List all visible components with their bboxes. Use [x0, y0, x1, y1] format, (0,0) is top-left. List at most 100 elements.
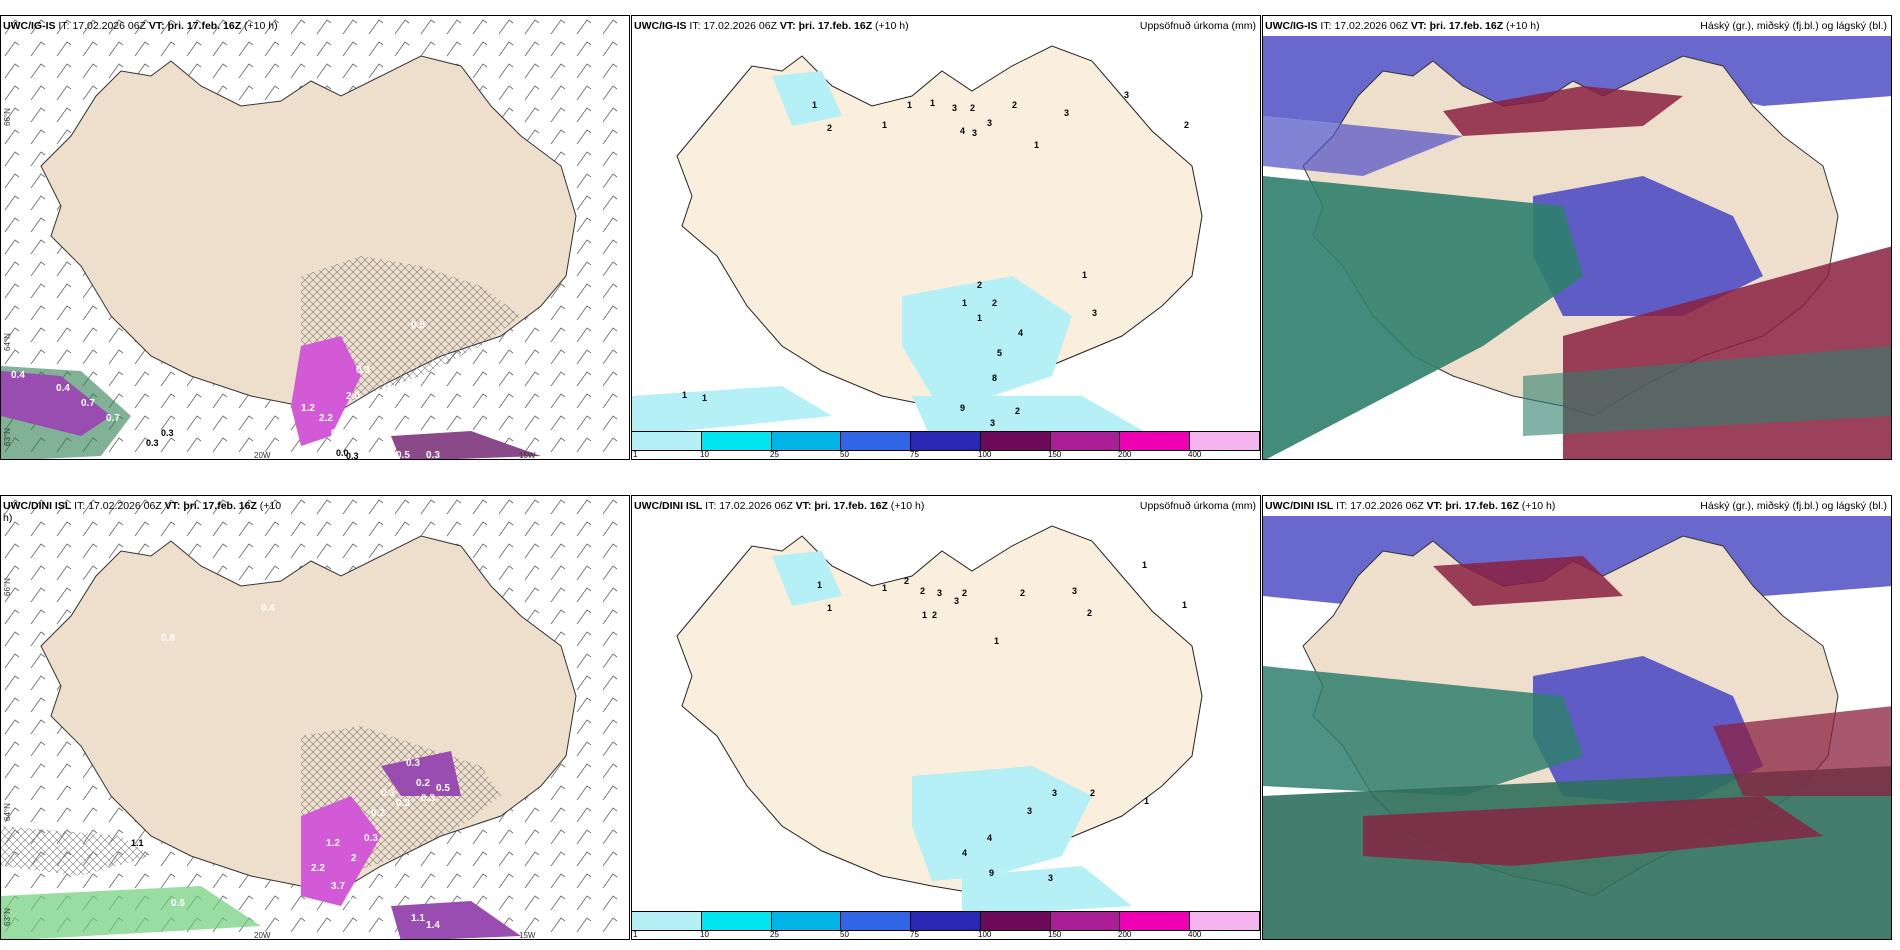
colorbar-label: 1: [633, 450, 638, 459]
colorbar-label: 50: [840, 930, 849, 939]
colorbar-label: 75: [910, 930, 919, 939]
svg-text:1: 1: [1034, 140, 1039, 150]
svg-text:1: 1: [702, 393, 707, 403]
colorbar-label: 200: [1118, 930, 1132, 939]
cloud-low-red: [1443, 86, 1683, 136]
it-label: IT:: [689, 20, 701, 32]
colorbar-segment: [771, 432, 842, 450]
vt-label: VT:: [1410, 20, 1427, 32]
panel-header: UWC/IG-IS IT: 17.02.2026 06Z VT: þri. 17…: [634, 20, 909, 32]
lat-label: 64°N: [3, 333, 12, 351]
svg-text:2.2: 2.2: [319, 413, 333, 424]
colorbar-segment: [701, 432, 772, 450]
svg-text:2: 2: [1184, 120, 1189, 130]
svg-text:0.2: 0.2: [371, 808, 385, 819]
lead-time: (+10 h): [1521, 500, 1556, 512]
svg-text:3: 3: [1124, 90, 1129, 100]
svg-text:0.4: 0.4: [56, 383, 70, 394]
colorbar-label: 150: [1048, 930, 1062, 939]
model-name: UWC/DINI ISL: [1265, 500, 1334, 512]
it-value: 17.02.2026 06Z: [1350, 500, 1424, 512]
precip-colorbar: [632, 911, 1260, 931]
lat-label: 66°N: [3, 108, 12, 126]
svg-text:2: 2: [1087, 608, 1092, 618]
colorbar-label: 10: [700, 450, 709, 459]
vt-label: VT:: [795, 500, 812, 512]
precip-purple: [381, 751, 461, 796]
svg-text:3: 3: [987, 118, 992, 128]
svg-text:3: 3: [1052, 788, 1057, 798]
vt-value: þri. 17.feb. 16Z: [1445, 500, 1519, 512]
svg-text:0.0: 0.0: [336, 448, 349, 458]
vt-label: VT:: [779, 20, 796, 32]
svg-text:0.3: 0.3: [364, 833, 378, 844]
svg-text:2: 2: [351, 853, 357, 864]
lead-time: (+10 h): [890, 500, 925, 512]
svg-text:3: 3: [1072, 586, 1077, 596]
colorbar-labels: 1 10 25 50 75 100 150 200 400: [632, 450, 1260, 459]
it-value: 17.02.2026 06Z: [72, 20, 146, 32]
svg-text:1.1: 1.1: [131, 838, 144, 848]
svg-text:2: 2: [920, 586, 925, 596]
colorbar-segment: [771, 912, 842, 930]
svg-text:3: 3: [990, 418, 995, 428]
colorbar-segment: [1120, 912, 1191, 930]
it-value: 17.02.2026 06Z: [703, 20, 777, 32]
colorbar-label: 50: [840, 450, 849, 459]
colorbar-label: 75: [910, 450, 919, 459]
row2-cloud-panel: UWC/DINI ISL IT: 17.02.2026 06Z VT: þri.…: [1262, 495, 1892, 940]
svg-text:8: 8: [992, 373, 997, 383]
it-label: IT:: [58, 20, 70, 32]
svg-text:3: 3: [1027, 806, 1032, 816]
cloud-high-green: [1263, 666, 1583, 796]
svg-text:1.4: 1.4: [426, 920, 440, 931]
lat-label: 64°N: [3, 803, 12, 821]
precip-area: [772, 71, 842, 126]
precip-purple: [1, 371, 111, 436]
cloud-high-green: [1523, 346, 1891, 436]
wind-map: 0.4 0.4 0.7 0.7 0.3 1.2 2.0 0.3 2.2 0.6 …: [1, 16, 629, 459]
cloud-map: [1263, 16, 1891, 459]
colorbar-segment: [632, 912, 702, 930]
colorbar-segment: [1190, 912, 1260, 930]
svg-text:1: 1: [1182, 600, 1187, 610]
lead-time: (+10 h): [3, 500, 282, 524]
wind-map: 0.8 0.4 1.1 0.3 0.2 0.3 0.3 0.3 0.5 0.2 …: [1, 496, 629, 939]
cloud-high-green: [1263, 176, 1583, 459]
vt-value: þri. 17.feb. 16Z: [167, 20, 242, 32]
svg-text:0.3: 0.3: [356, 365, 370, 376]
svg-text:2: 2: [1012, 100, 1017, 110]
it-label: IT:: [705, 500, 717, 512]
lead-time: (+10 h): [875, 20, 909, 32]
it-value: 17.02.2026 06Z: [1334, 20, 1408, 32]
svg-text:3: 3: [937, 588, 942, 598]
svg-text:5: 5: [997, 348, 1002, 358]
svg-text:1: 1: [817, 580, 822, 590]
colorbar-label: 200: [1118, 450, 1132, 459]
colorbar-segment: [980, 432, 1051, 450]
lon-label: 15W: [519, 451, 536, 460]
panel-title: Háský (gr.), miðský (fj.bl.) og lágský (…: [1700, 500, 1887, 512]
svg-text:4: 4: [960, 126, 965, 136]
it-label: IT:: [74, 500, 86, 512]
svg-text:1: 1: [930, 98, 935, 108]
svg-text:2: 2: [977, 280, 982, 290]
svg-text:1: 1: [907, 100, 912, 110]
svg-text:0.6: 0.6: [171, 898, 185, 909]
colorbar-label: 400: [1188, 450, 1202, 459]
svg-text:0.2: 0.2: [416, 778, 430, 789]
lat-label: 63°N: [3, 908, 12, 926]
model-name: UWC/IG-IS: [3, 20, 56, 32]
vt-label: VT:: [1426, 500, 1443, 512]
rain-green: [1, 886, 261, 939]
precip-magenta: [301, 796, 381, 906]
colorbar-segment: [841, 432, 912, 450]
svg-text:0.7: 0.7: [81, 398, 95, 409]
value-labels: 1 1 1 2 2 3 2 1 2 3 1 1 2 3 1 2 3 2 3 4 …: [817, 560, 1187, 883]
row1-wind-panel: UWC/IG-IS IT: 17.02.2026 06Z VT: þri. 17…: [0, 15, 630, 460]
colorbar-labels: 1 10 25 50 75 100 150 200 400: [632, 930, 1260, 939]
colorbar-segment: [701, 912, 772, 930]
colorbar-segment: [1050, 912, 1121, 930]
panel-header: UWC/DINI ISL IT: 17.02.2026 06Z VT: þri.…: [1265, 500, 1555, 512]
svg-text:0.8: 0.8: [161, 633, 175, 644]
